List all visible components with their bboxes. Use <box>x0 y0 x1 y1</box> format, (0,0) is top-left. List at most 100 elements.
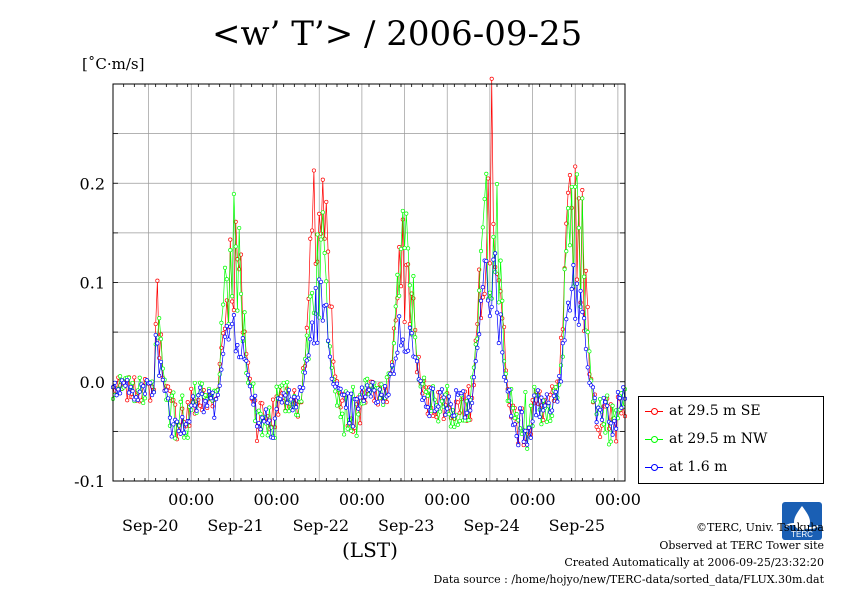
data-point <box>144 378 149 383</box>
data-point <box>519 431 524 437</box>
data-point <box>338 415 343 420</box>
data-point <box>176 428 181 434</box>
data-point <box>400 208 405 213</box>
data-point <box>263 407 268 412</box>
data-point <box>407 283 412 288</box>
data-point <box>308 294 313 299</box>
data-point <box>185 400 190 405</box>
data-point <box>603 430 608 435</box>
data-point <box>166 384 171 389</box>
data-point <box>189 386 194 391</box>
data-point <box>409 331 414 336</box>
data-point <box>221 302 226 307</box>
x-tick-label: 00:00 <box>168 490 214 509</box>
data-point <box>237 225 242 231</box>
data-point <box>338 386 343 391</box>
data-point <box>206 389 212 394</box>
data-point <box>142 391 148 396</box>
data-point <box>173 402 178 407</box>
data-point <box>509 413 514 419</box>
data-point <box>532 401 537 406</box>
data-point <box>393 318 398 323</box>
data-point <box>178 399 183 404</box>
data-point <box>564 317 569 322</box>
data-point <box>493 269 498 275</box>
data-point <box>203 399 208 404</box>
data-point <box>452 413 457 418</box>
data-point <box>544 392 549 397</box>
x-date-label: Sep-25 <box>549 516 605 535</box>
data-point <box>619 391 624 396</box>
data-point <box>342 432 347 437</box>
data-point <box>523 428 528 433</box>
data-point <box>270 397 276 402</box>
data-point <box>340 398 345 403</box>
data-point <box>404 211 409 216</box>
data-point <box>391 371 396 377</box>
data-point <box>477 288 482 293</box>
data-point <box>534 413 539 418</box>
data-point <box>510 406 516 411</box>
data-point <box>487 290 492 295</box>
data-point <box>441 395 446 400</box>
data-point <box>471 383 476 388</box>
data-point <box>356 412 361 417</box>
data-point <box>578 288 583 293</box>
data-point <box>391 326 396 331</box>
data-point <box>610 403 615 408</box>
data-point <box>196 393 201 398</box>
data-point <box>260 415 265 420</box>
data-point <box>558 379 564 384</box>
x-tick-label: 00:00 <box>254 490 300 509</box>
data-point <box>334 403 340 408</box>
data-point <box>130 380 135 386</box>
data-point <box>329 304 334 309</box>
x-date-label: Sep-22 <box>293 516 349 535</box>
data-point <box>128 384 133 389</box>
data-point <box>278 396 283 401</box>
data-point <box>466 395 471 400</box>
data-point <box>381 399 386 404</box>
data-point <box>550 384 555 389</box>
data-point <box>203 393 208 398</box>
data-point <box>333 389 338 394</box>
data-point <box>489 76 494 81</box>
data-point <box>457 418 462 424</box>
data-point <box>356 406 361 411</box>
data-point <box>406 262 411 267</box>
data-point <box>276 412 281 417</box>
data-point <box>141 384 146 389</box>
data-point <box>334 381 340 386</box>
data-point <box>279 400 284 405</box>
data-point <box>137 375 142 380</box>
data-point <box>372 388 377 393</box>
data-point <box>345 426 350 431</box>
x-date-label: Sep-21 <box>207 516 263 535</box>
data-point <box>169 393 174 398</box>
data-point <box>569 184 574 189</box>
data-point <box>466 384 471 389</box>
data-point <box>598 407 603 412</box>
data-point <box>605 393 610 398</box>
footer-created: Created Automatically at 2006-09-25/23:3… <box>564 556 824 569</box>
data-point <box>574 281 580 286</box>
data-point <box>594 424 599 429</box>
data-point <box>614 426 619 431</box>
data-point <box>532 393 537 398</box>
data-point <box>580 309 585 315</box>
data-point <box>494 182 500 187</box>
data-point <box>535 388 540 393</box>
data-point <box>189 403 194 408</box>
data-point <box>215 392 220 398</box>
data-point <box>315 259 320 264</box>
data-point <box>155 341 160 346</box>
data-point <box>448 424 453 429</box>
data-point <box>592 392 597 397</box>
data-point <box>587 349 592 354</box>
data-point <box>541 408 546 413</box>
data-point <box>491 221 496 227</box>
data-point <box>297 385 302 390</box>
svg-text:TERC: TERC <box>791 530 813 539</box>
data-point <box>525 442 530 447</box>
data-point <box>217 383 222 388</box>
